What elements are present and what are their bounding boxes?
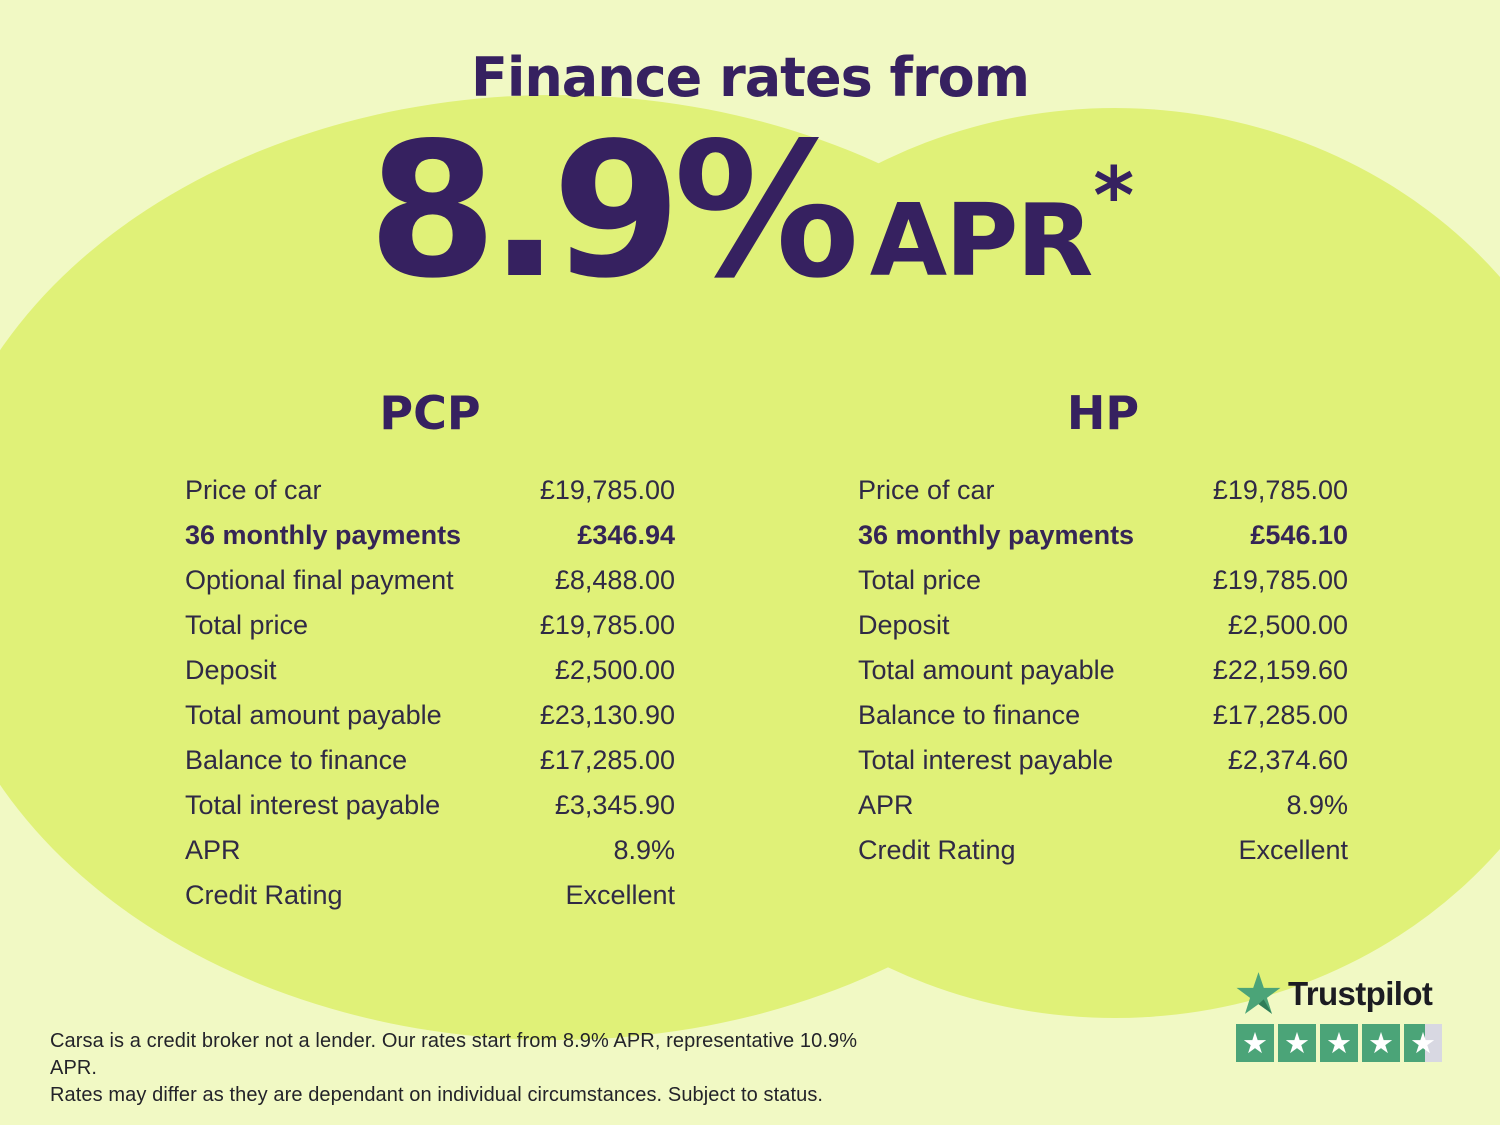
row-value: £2,374.60 — [1227, 745, 1348, 775]
table-row: Optional final payment £8,488.00 — [185, 558, 675, 603]
table-row: Deposit £2,500.00 — [858, 603, 1348, 648]
star-icon: ★ — [1284, 1026, 1310, 1060]
star-icon: ★ — [1410, 1026, 1436, 1060]
hp-table: Price of car £19,785.00 36 monthly paymen… — [858, 468, 1348, 873]
disclaimer-line-1: Carsa is a credit broker not a lender. O… — [50, 1030, 858, 1079]
table-row: Total interest payable £2,374.60 — [858, 738, 1348, 783]
trustpilot-rating: ★ ★ ★ ★ ★ — [1236, 1024, 1448, 1062]
trustpilot-widget: Trustpilot ★ ★ ★ ★ ★ — [1236, 972, 1448, 1062]
table-row: APR 8.9% — [858, 783, 1348, 828]
rate-value: 8.9% — [367, 102, 860, 319]
table-row: Balance to finance £17,285.00 — [858, 693, 1348, 738]
table-row: Balance to finance £17,285.00 — [185, 738, 675, 783]
table-row: 36 monthly payments £546.10 — [858, 513, 1348, 558]
headline-rate: 8.9% APR* — [0, 118, 1500, 304]
row-label: Price of car — [185, 475, 322, 505]
row-label: 36 monthly payments — [858, 520, 1135, 550]
table-row: Price of car £19,785.00 — [858, 468, 1348, 513]
row-label: Total price — [185, 610, 309, 640]
row-value: £19,785.00 — [539, 610, 675, 640]
table-row: Total price £19,785.00 — [185, 603, 675, 648]
trustpilot-rating-star: ★ — [1362, 1024, 1400, 1062]
table-row: Total price £19,785.00 — [858, 558, 1348, 603]
trustpilot-logo: Trustpilot — [1236, 972, 1448, 1015]
trustpilot-rating-star: ★ — [1236, 1024, 1274, 1062]
row-value: £8,488.00 — [554, 565, 675, 595]
row-value: 8.9% — [613, 835, 675, 865]
row-label: Total price — [858, 565, 982, 595]
row-value: £19,785.00 — [1212, 475, 1348, 505]
row-label: Price of car — [858, 475, 995, 505]
row-value: £17,285.00 — [539, 745, 675, 775]
row-label: Total amount payable — [858, 655, 1115, 685]
table-row: 36 monthly payments £346.94 — [185, 513, 675, 558]
pcp-table: Price of car £19,785.00 36 monthly paymen… — [185, 468, 675, 918]
legal-disclaimer: Carsa is a credit broker not a lender. O… — [50, 1028, 870, 1109]
row-value: £22,159.60 — [1212, 655, 1348, 685]
row-label: 36 monthly payments — [185, 520, 462, 550]
table-row: Deposit £2,500.00 — [185, 648, 675, 693]
table-row: Price of car £19,785.00 — [185, 468, 675, 513]
table-row: Total interest payable £3,345.90 — [185, 783, 675, 828]
trustpilot-star-icon — [1236, 972, 1281, 1014]
star-icon: ★ — [1326, 1026, 1352, 1060]
row-label: APR — [185, 835, 241, 865]
hp-heading: HP — [1066, 386, 1140, 440]
row-value: £17,285.00 — [1212, 700, 1348, 730]
trustpilot-rating-star-half: ★ — [1404, 1024, 1442, 1062]
star-icon: ★ — [1242, 1026, 1268, 1060]
row-value: £19,785.00 — [1212, 565, 1348, 595]
table-row: Total amount payable £22,159.60 — [858, 648, 1348, 693]
table-row: APR 8.9% — [185, 828, 675, 873]
row-label: APR — [858, 790, 914, 820]
trustpilot-rating-star: ★ — [1320, 1024, 1358, 1062]
table-row: Total amount payable £23,130.90 — [185, 693, 675, 738]
row-label: Balance to finance — [858, 700, 1081, 730]
row-value: Excellent — [565, 880, 675, 910]
row-label: Total amount payable — [185, 700, 442, 730]
row-label: Balance to finance — [185, 745, 408, 775]
row-value: £2,500.00 — [1227, 610, 1348, 640]
star-icon: ★ — [1368, 1026, 1394, 1060]
row-value: £546.10 — [1250, 520, 1348, 550]
row-value: £3,345.90 — [554, 790, 675, 820]
row-label: Deposit — [185, 655, 277, 685]
trustpilot-rating-star: ★ — [1278, 1024, 1316, 1062]
row-value: Excellent — [1238, 835, 1348, 865]
row-value: £346.94 — [577, 520, 675, 550]
page-title: Finance rates from — [470, 46, 1030, 109]
background-blob-right — [620, 108, 1500, 1018]
asterisk-footnote-mark: * — [1093, 152, 1135, 242]
row-label: Credit Rating — [858, 835, 1016, 865]
row-value: £23,130.90 — [539, 700, 675, 730]
row-label: Total interest payable — [858, 745, 1114, 775]
trustpilot-wordmark: Trustpilot — [1288, 974, 1433, 1012]
row-label: Credit Rating — [185, 880, 343, 910]
table-row: Credit Rating Excellent — [858, 828, 1348, 873]
table-row: Credit Rating Excellent — [185, 873, 675, 918]
row-value: 8.9% — [1286, 790, 1348, 820]
rate-apr-label: APR — [869, 182, 1094, 299]
row-label: Deposit — [858, 610, 950, 640]
row-value: £2,500.00 — [554, 655, 675, 685]
row-value: £19,785.00 — [539, 475, 675, 505]
row-label: Total interest payable — [185, 790, 441, 820]
row-label: Optional final payment — [185, 565, 454, 595]
disclaimer-line-2: Rates may differ as they are dependant o… — [50, 1084, 824, 1106]
pcp-heading: PCP — [379, 386, 481, 440]
